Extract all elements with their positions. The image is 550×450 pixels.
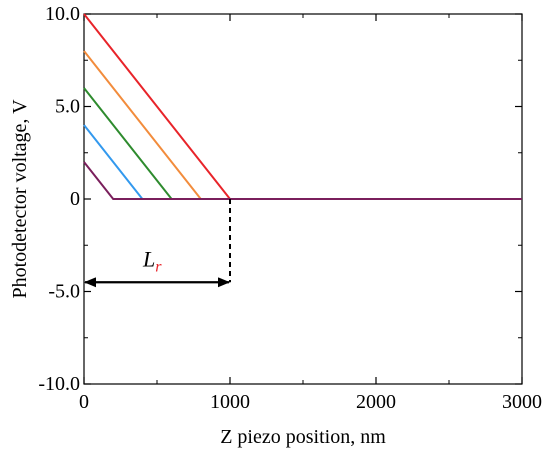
y-axis-title: Photodetector voltage, V xyxy=(9,99,31,299)
length-label-main: L xyxy=(142,246,155,271)
series-line xyxy=(83,87,522,200)
series-line xyxy=(83,50,522,200)
series-line xyxy=(83,124,522,200)
x-tick-label: 1000 xyxy=(210,391,250,413)
series-group xyxy=(83,13,522,200)
series-line xyxy=(83,161,522,200)
y-tick-label: -5.0 xyxy=(48,281,80,303)
y-tick-label: -10.0 xyxy=(38,373,80,395)
x-axis-ticks: 0 1000 2000 3000 xyxy=(79,14,542,413)
y-tick-label: 0 xyxy=(70,188,80,210)
y-axis-ticks: 10.0 5.0 0 -5.0 -10.0 xyxy=(38,3,522,395)
x-tick-label: 0 xyxy=(79,391,89,413)
y-tick-label: 5.0 xyxy=(55,96,80,118)
x-tick-label: 2000 xyxy=(356,391,396,413)
y-tick-label: 10.0 xyxy=(45,3,80,25)
length-label: Lr xyxy=(142,246,162,275)
length-label-subscript: r xyxy=(155,258,162,275)
x-axis-title: Z piezo position, nm xyxy=(220,426,386,448)
x-tick-label: 3000 xyxy=(502,391,542,413)
